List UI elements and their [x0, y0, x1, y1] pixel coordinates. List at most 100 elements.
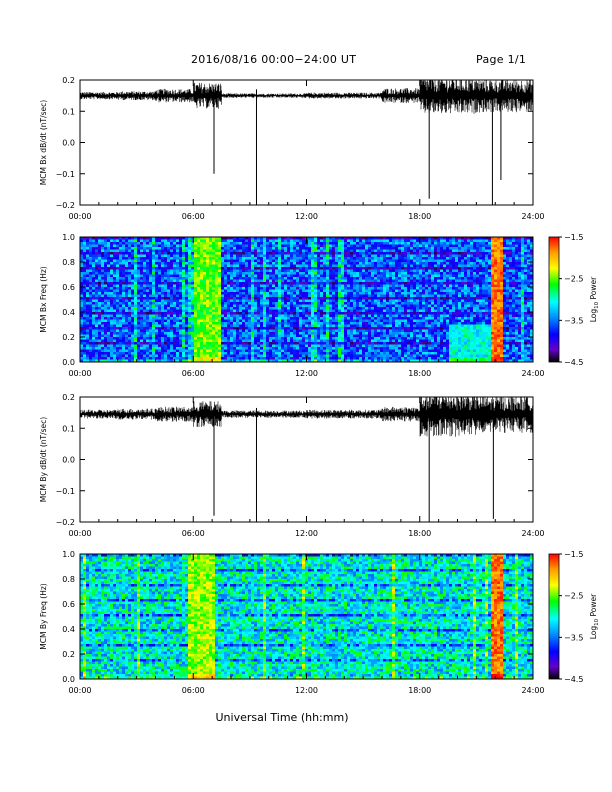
- spectrogram-cell: [95, 352, 99, 355]
- spectrogram-cell: [98, 274, 102, 278]
- spectrogram-cell: [356, 347, 360, 350]
- spectrogram-cell: [371, 284, 375, 288]
- spectrogram-cell: [266, 267, 270, 270]
- spectrogram-cell: [359, 334, 363, 338]
- spectrogram-cell: [194, 307, 198, 310]
- spectrogram-cell: [305, 257, 309, 260]
- spectrogram-cell: [158, 337, 162, 340]
- spectrogram-cell: [287, 312, 291, 315]
- spectrogram-cell: [365, 352, 369, 355]
- spectrogram-cell: [266, 244, 270, 248]
- spectrogram-cell: [152, 279, 156, 283]
- spectrogram-cell: [305, 242, 309, 245]
- spectrogram-cell: [368, 294, 372, 298]
- spectrogram-cell: [107, 334, 111, 338]
- spectrogram-cell: [248, 294, 252, 298]
- spectrogram-cell: [164, 334, 168, 338]
- spectrogram-cell: [278, 264, 282, 268]
- spectrogram-cell: [320, 252, 324, 255]
- spectrogram-cell: [245, 247, 249, 250]
- spectrogram-cell: [104, 304, 108, 308]
- spectrogram-cell: [356, 329, 360, 333]
- spectrogram-cell: [251, 329, 255, 333]
- spectrogram-cell: [194, 262, 198, 265]
- spectrogram-cell: [140, 249, 144, 253]
- spectrogram-cell: [203, 252, 207, 255]
- spectrogram-cell: [170, 357, 174, 360]
- spectrogram-cell: [200, 284, 204, 288]
- spectrogram-cell: [362, 249, 366, 253]
- spectrogram-cell: [116, 309, 120, 313]
- spectrogram-cell: [89, 327, 93, 330]
- spectrogram-cell: [224, 339, 228, 343]
- spectrogram-cell: [302, 259, 306, 263]
- spectrogram-cell: [221, 307, 225, 310]
- spectrogram-cell: [260, 249, 264, 253]
- spectrogram-cell: [233, 317, 237, 320]
- spectrogram-cell: [110, 322, 114, 325]
- spectrogram-cell: [326, 342, 330, 345]
- spectrogram-cell: [212, 239, 216, 243]
- spectrogram-cell: [317, 314, 321, 318]
- spectrogram-cell: [206, 359, 210, 363]
- spectrogram-cell: [242, 327, 246, 330]
- spectrogram-cell: [251, 244, 255, 248]
- spectrogram-cell: [332, 244, 336, 248]
- spectrogram-cell: [143, 347, 147, 350]
- spectrogram-cell: [104, 269, 108, 273]
- spectrogram-cell: [272, 342, 276, 345]
- spectrogram-cell: [116, 352, 120, 355]
- spectrogram-cell: [200, 352, 204, 355]
- spectrogram-cell: [332, 332, 336, 335]
- spectrogram-cell: [230, 329, 234, 333]
- spectrogram-cell: [266, 284, 270, 288]
- spectrogram-cell: [236, 357, 240, 360]
- spectrogram-cell: [323, 267, 327, 270]
- spectrogram-cell: [116, 334, 120, 338]
- spectrogram-cell: [287, 277, 291, 280]
- spectrogram-cell: [266, 352, 270, 355]
- spectrogram-cell: [254, 322, 258, 325]
- spectrogram-cell: [155, 317, 159, 320]
- spectrogram-cell: [146, 289, 150, 293]
- spectrogram-cell: [167, 302, 171, 305]
- spectrogram-cell: [152, 269, 156, 273]
- spectrogram-cell: [152, 287, 156, 290]
- spectrogram-cell: [107, 307, 111, 310]
- spectrogram-cell: [179, 344, 183, 348]
- spectrogram-cell: [164, 349, 168, 353]
- spectrogram-cell: [248, 267, 252, 270]
- spectrogram-cell: [356, 349, 360, 353]
- spectrogram-cell: [188, 237, 192, 240]
- spectrogram-cell: [161, 294, 165, 298]
- spectrogram-cell: [326, 309, 330, 313]
- spectrogram-cell: [275, 334, 279, 338]
- spectrogram-cell: [260, 339, 264, 343]
- spectrogram-cell: [284, 352, 288, 355]
- spectrogram-cell: [272, 352, 276, 355]
- spectrogram-cell: [320, 272, 324, 275]
- spectrogram-cell: [371, 334, 375, 338]
- spectrogram-cell: [107, 279, 111, 283]
- spectrogram-cell: [110, 297, 114, 300]
- spectrogram-cell: [224, 267, 228, 270]
- spectrogram-cell: [131, 307, 135, 310]
- spectrogram-cell: [146, 342, 150, 345]
- spectrogram-cell: [287, 299, 291, 303]
- spectrogram-cell: [110, 277, 114, 280]
- spectrogram-cell: [209, 334, 213, 338]
- spectrogram-cell: [254, 259, 258, 263]
- spectrogram-cell: [296, 329, 300, 333]
- spectrogram-cell: [278, 332, 282, 335]
- spectrogram-cell: [173, 319, 177, 323]
- spectrogram-cell: [95, 354, 99, 358]
- spectrogram-cell: [173, 324, 177, 328]
- spectrogram-cell: [359, 342, 363, 345]
- spectrogram-cell: [155, 347, 159, 350]
- spectrogram-cell: [227, 347, 231, 350]
- spectrogram-cell: [296, 317, 300, 320]
- spectrogram-cell: [308, 247, 312, 250]
- spectrogram-cell: [137, 277, 141, 280]
- spectrogram-cell: [194, 287, 198, 290]
- spectrogram-cell: [149, 327, 153, 330]
